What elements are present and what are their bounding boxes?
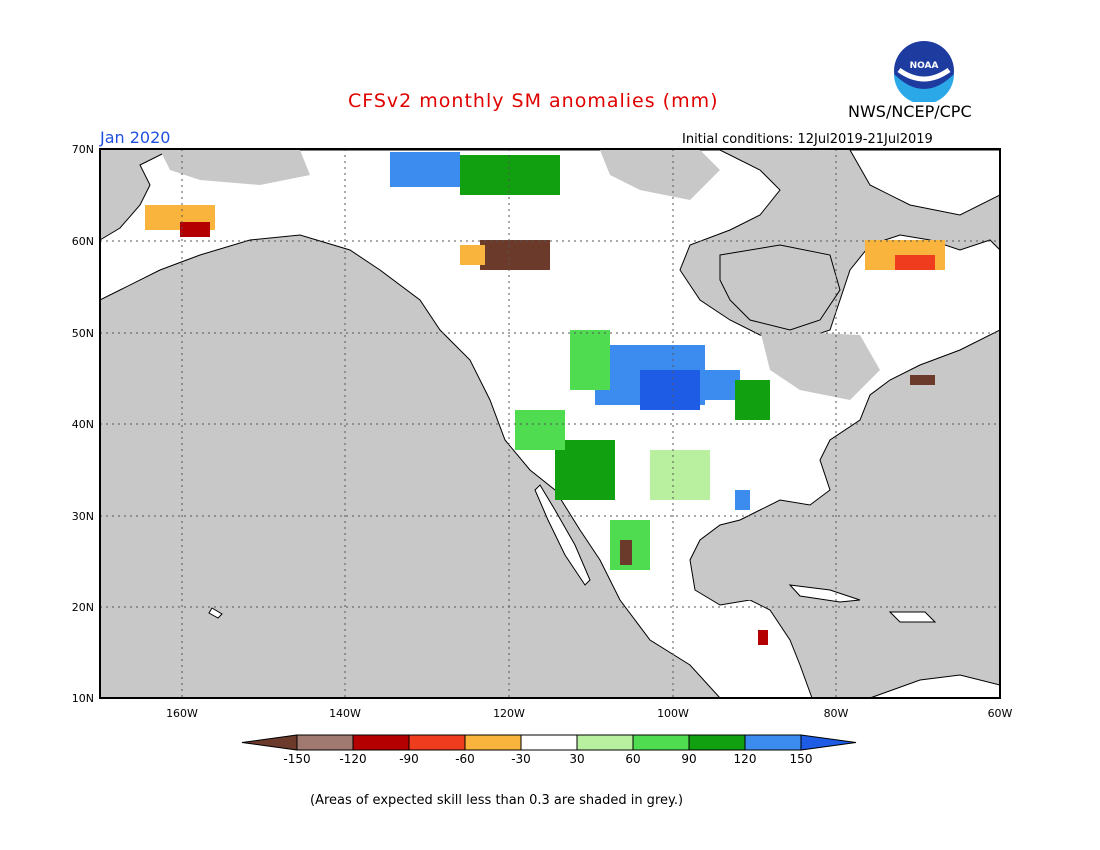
patch-ne-brown: [910, 375, 935, 385]
colorbar-tick-label: -90: [399, 752, 419, 766]
lon-label: 140W: [329, 707, 361, 720]
lat-label: 30N: [72, 510, 94, 523]
colorbar-tick-label: 120: [734, 752, 757, 766]
colorbar-tick-label: -150: [283, 752, 310, 766]
colorbar-segment: [688, 734, 746, 751]
colorbar-segment: [408, 734, 466, 751]
colorbar-segment: [744, 734, 802, 751]
colorbar-segment: [464, 734, 522, 751]
hudson-bay: [719, 244, 841, 331]
anomaly-patches: [145, 152, 945, 645]
land-baja: [534, 484, 591, 586]
patch-midwest-blue: [700, 370, 740, 400]
patch-northern-canada-blue: [390, 152, 460, 187]
land-cuba: [788, 584, 861, 603]
lat-label: 40N: [72, 418, 94, 431]
patch-rockies-green: [570, 330, 610, 390]
lat-labels: 70N 60N 50N 40N 30N 20N 10N: [72, 143, 94, 705]
patch-central-america-red: [758, 630, 768, 645]
colorbar: -150 -120 -90 -60 -30 30 60 90 120 150: [241, 734, 857, 766]
patch-alaska-red: [180, 222, 210, 237]
lat-label: 60N: [72, 235, 94, 248]
patch-gulf-blue: [735, 490, 750, 510]
colorbar-segment: [520, 734, 578, 751]
colorbar-segment: [632, 734, 690, 751]
colorbar-tick-label: 90: [681, 752, 696, 766]
lat-label: 70N: [72, 143, 94, 156]
lat-label: 20N: [72, 601, 94, 614]
colorbar-tick-label: -120: [339, 752, 366, 766]
colorbar-segment: [576, 734, 634, 751]
gridlines: [100, 149, 1000, 698]
lon-label: 60W: [988, 707, 1013, 720]
lon-label: 80W: [824, 707, 849, 720]
footnote: (Areas of expected skill less than 0.3 a…: [310, 793, 684, 808]
chart-title: CFSv2 monthly SM anomalies (mm): [348, 90, 719, 112]
colorbar-segment: [352, 734, 410, 751]
colorbar-tick-label: -30: [511, 752, 531, 766]
patch-plains-blue-2: [640, 370, 700, 410]
patch-bc-brown: [480, 240, 550, 270]
colorbar-tick-label: 30: [569, 752, 584, 766]
map-frame: [99, 148, 1001, 699]
patch-southwest-green-2: [515, 410, 565, 450]
colorbar-tick-label: 150: [790, 752, 813, 766]
patch-bc-orange: [460, 245, 485, 265]
colorbar-segment: [296, 734, 354, 751]
land-hispaniola: [888, 611, 937, 623]
patch-northern-canada-green: [460, 155, 560, 195]
patch-quebec-red: [895, 255, 935, 270]
lon-labels: 160W 140W 120W 100W 80W 60W: [166, 707, 1012, 720]
low-skill-areas: [160, 150, 900, 600]
patch-midwest-green: [735, 380, 770, 420]
agency-label: NWS/NCEP/CPC: [848, 102, 972, 121]
noaa-logo-text: NOAA: [910, 61, 939, 71]
lon-label: 120W: [493, 707, 525, 720]
lat-label: 10N: [72, 692, 94, 705]
patch-texas-lightgreen: [650, 450, 710, 500]
patch-mexico-brown: [620, 540, 632, 565]
lat-label: 50N: [72, 327, 94, 340]
initial-conditions-label: Initial conditions: 12Jul2019-21Jul2019: [682, 132, 933, 147]
land-hawaii: [208, 607, 223, 619]
lon-label: 160W: [166, 707, 198, 720]
noaa-logo: NOAA: [894, 41, 954, 102]
colorbar-tick-label: -60: [455, 752, 475, 766]
colorbar-arrow-low: [241, 734, 298, 751]
lon-label: 100W: [657, 707, 689, 720]
colorbar-tick-label: 60: [625, 752, 640, 766]
valid-month-label: Jan 2020: [100, 128, 171, 147]
colorbar-arrow-high: [800, 734, 857, 751]
